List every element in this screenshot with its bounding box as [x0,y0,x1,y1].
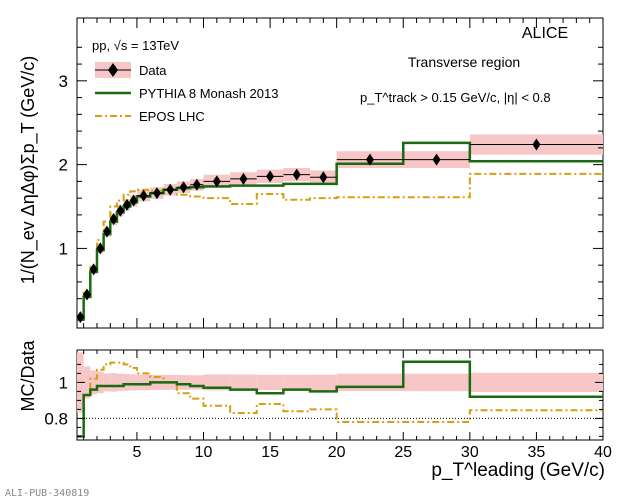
ratio-syst-band [116,373,124,392]
ratio-syst-band [136,374,151,391]
ratio-syst-band [176,375,191,390]
legend: Data PYTHIA 8 Monash 2013 EPOS LHC [95,62,278,124]
legend-entry-label: PYTHIA 8 Monash 2013 [139,86,278,101]
selection-label: p_T^track > 0.15 GeV/c, |η| < 0.8 [360,90,551,105]
data-point [239,172,248,185]
y-axis-label-top: 1/(N_ev ΔηΔφ)Σp_T (GeV/c) [18,56,39,285]
ratio-syst-band [256,374,284,391]
y-tick-label-top: 1 [59,239,68,258]
experiment-label: ALICE [522,25,568,42]
y-tick-label-top: 3 [59,72,68,91]
data-point [292,168,301,181]
ratio-syst-band [110,373,117,392]
ratio-syst-band [190,375,204,390]
data-point [266,170,275,183]
data-point [212,175,221,188]
legend-data-marker [108,63,118,77]
y-tick-label-ratio: 0.8 [44,409,68,428]
pythia-series-line [77,141,603,321]
ratio-syst-band [96,371,104,394]
x-tick-label: 30 [461,444,479,461]
ratio-panel: 5 10 15 20 25 30 35 40 0.8 1 [44,349,612,461]
data-point [109,213,118,226]
data-point [96,242,105,255]
x-tick-label: 5 [132,444,141,461]
ratio-syst-band [469,372,603,393]
ratio-syst-band [230,374,257,391]
x-tick-label: 15 [261,444,279,461]
data-point [116,204,125,217]
data-point [532,138,541,151]
collision-system-label: pp, √s = 13TeV [92,38,179,53]
ratio-syst-band [203,374,231,391]
data-point [129,194,138,207]
y-tick-label-top: 2 [59,156,68,175]
ratio-syst-band [310,374,337,391]
y-tick-label-ratio: 1 [59,373,68,392]
x-tick-label: 40 [594,444,612,461]
data-point [432,153,441,166]
ratio-syst-band [283,374,311,391]
ratio-syst-band [83,366,91,399]
distribution-panel: 1 2 3 [59,17,604,329]
publication-id: ALI-PUB-340819 [5,488,90,499]
data-point [192,178,201,191]
y-axis-label-ratio: MC/Data [18,340,38,412]
x-tick-label: 20 [328,444,346,461]
ratio-syst-band [403,373,470,392]
ratio-syst-band [336,373,404,392]
top-frame [76,17,604,329]
data-point [82,288,91,301]
data-point [179,181,188,194]
epos-ratio-line [77,361,603,438]
ratio-syst-band [90,370,97,395]
data-point [365,153,374,166]
legend-entry-label: EPOS LHC [139,109,205,124]
ratio-frame [76,349,604,441]
x-axis-label: p_T^leading (GeV/c) [431,460,605,481]
region-label: Transverse region [408,54,520,70]
x-tick-label: 35 [528,444,546,461]
x-tick-label: 25 [394,444,412,461]
x-tick-label: 10 [195,444,213,461]
legend-entry-label: Data [139,63,167,78]
data-point [89,263,98,276]
ratio-syst-band [123,374,131,391]
data-point [139,189,148,202]
data-point [319,171,328,184]
data-point [166,183,175,196]
data-point [102,225,111,238]
ratio-syst-band [103,373,111,392]
pythia-ratio-line [77,360,603,438]
data-point [152,187,161,200]
data-point [122,198,131,211]
ratio-syst-band [130,374,137,391]
data-point [76,311,85,324]
